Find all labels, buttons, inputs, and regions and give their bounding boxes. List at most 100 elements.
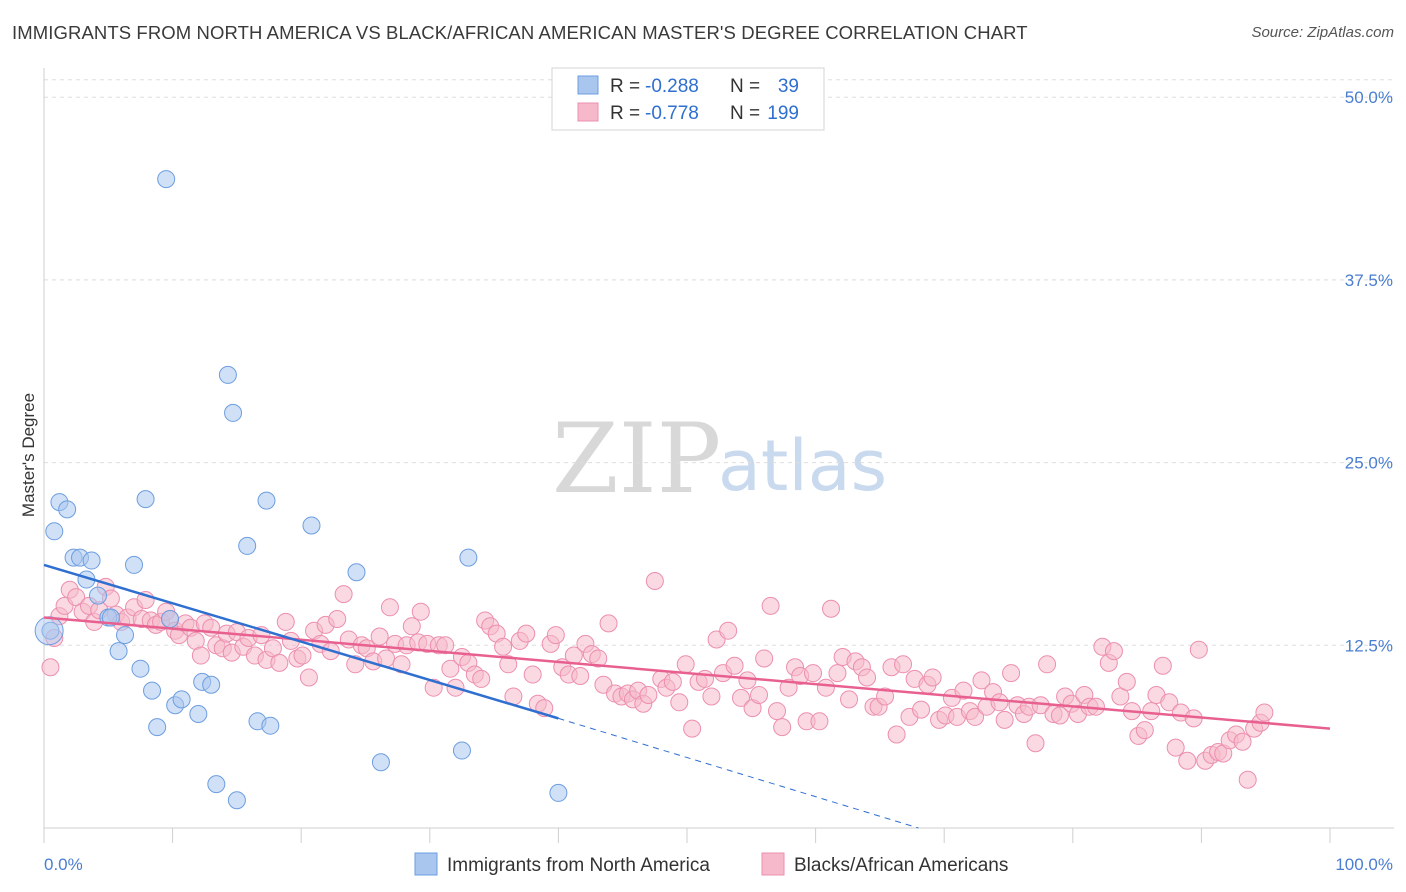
- black-african-american-point: [1178, 751, 1197, 770]
- black-african-american-point: [702, 687, 721, 706]
- source-credit: Source: ZipAtlas.com: [1251, 24, 1394, 41]
- black-african-american-point: [858, 668, 877, 687]
- black-african-american-point: [1166, 738, 1185, 757]
- north-america-immigrant-point: [218, 365, 237, 384]
- north-america-immigrant-point: [302, 516, 321, 535]
- y-tick-label: 37.5%: [1345, 271, 1393, 290]
- black-african-american-point: [683, 719, 702, 738]
- north-america-immigrant-point: [148, 718, 167, 737]
- axes: [43, 68, 1394, 829]
- north-america-immigrant-point: [257, 491, 276, 510]
- x-tick-label-min: 0.0%: [44, 855, 83, 874]
- black-african-american-point: [494, 637, 513, 656]
- north-america-immigrant-point: [131, 659, 150, 678]
- legend-n-value: 39: [778, 76, 799, 97]
- black-african-american-point: [1135, 721, 1154, 740]
- black-african-american-point: [546, 626, 565, 645]
- black-african-american-point: [402, 617, 421, 636]
- legend-r-value: -0.288: [645, 76, 699, 97]
- bottom-legend-label-pink: Blacks/African Americans: [794, 855, 1008, 876]
- north-america-immigrant-point: [238, 536, 257, 555]
- black-african-american-point: [380, 598, 399, 617]
- trend-line-blacks-african-americans: [43, 616, 1331, 730]
- north-america-immigrant-point: [207, 775, 226, 794]
- black-african-american-point: [1160, 693, 1179, 712]
- black-african-american-point: [1104, 642, 1123, 661]
- black-african-american-point: [1002, 664, 1021, 683]
- black-african-american-point: [822, 599, 841, 618]
- trend-line-extension: [558, 717, 919, 829]
- north-america-immigrant-point: [202, 675, 221, 694]
- legend-n-label: N =: [730, 103, 760, 124]
- legend-n-value: 199: [767, 103, 799, 124]
- black-african-american-point: [761, 596, 780, 615]
- black-african-american-point: [517, 624, 536, 643]
- black-african-american-point: [894, 655, 913, 674]
- x-tick-label-max: 100.0%: [1335, 855, 1393, 874]
- black-african-american-point: [738, 671, 757, 690]
- black-african-american-point: [523, 665, 542, 684]
- black-african-american-point: [270, 653, 289, 672]
- black-african-american-point: [966, 707, 985, 726]
- series-blacks-african-americans: [41, 572, 1274, 789]
- black-african-american-point: [1142, 702, 1161, 721]
- north-america-immigrant-point: [224, 403, 243, 422]
- black-african-american-point: [599, 614, 618, 633]
- north-america-immigrant-point: [41, 621, 60, 640]
- black-african-american-point: [299, 668, 318, 687]
- series-immigrants-north-america: [34, 170, 568, 810]
- legend-n-label: N =: [730, 76, 760, 97]
- black-african-american-point: [370, 627, 389, 646]
- legend-swatch-pink: [577, 102, 599, 122]
- y-tick-label: 25.0%: [1345, 454, 1393, 473]
- black-african-american-point: [663, 672, 682, 691]
- north-america-immigrant-point: [172, 690, 191, 709]
- black-african-american-point: [1255, 703, 1274, 722]
- north-america-immigrant-cluster: [34, 616, 64, 646]
- north-america-immigrant-point: [116, 626, 135, 645]
- north-america-immigrant-point: [89, 586, 108, 605]
- y-tick-label: 50.0%: [1345, 88, 1393, 107]
- chart-title: IMMIGRANTS FROM NORTH AMERICA VS BLACK/A…: [12, 22, 1028, 43]
- trend-line-immigrants-north-america: [43, 563, 559, 720]
- black-african-american-point: [876, 687, 895, 706]
- black-african-american-point: [755, 649, 774, 668]
- black-african-american-point: [912, 700, 931, 719]
- black-african-american-point: [750, 686, 769, 704]
- black-african-american-point: [1038, 655, 1057, 674]
- black-african-american-point: [828, 664, 847, 683]
- black-african-american-point: [441, 659, 460, 678]
- black-african-american-point: [972, 671, 991, 690]
- north-america-immigrant-point: [347, 563, 366, 582]
- black-african-american-point: [328, 610, 347, 628]
- x-ticks: [43, 828, 1331, 843]
- black-african-american-point: [816, 678, 835, 697]
- black-african-american-point: [954, 681, 973, 700]
- bottom-legend-label-blue: Immigrants from North America: [447, 855, 710, 876]
- north-america-immigrant-point: [109, 642, 128, 661]
- black-african-american-point: [676, 655, 695, 674]
- black-african-american-point: [499, 655, 518, 674]
- black-african-american-point: [725, 656, 744, 675]
- black-african-american-point: [887, 725, 906, 744]
- y-tick-label: 12.5%: [1345, 636, 1393, 655]
- correlation-legend: R = -0.288 N = 39 R = -0.778 N = 199: [551, 67, 825, 131]
- north-america-immigrant-point: [459, 548, 478, 567]
- north-america-immigrant-point: [45, 522, 64, 541]
- legend-r-label: R =: [610, 103, 640, 124]
- legend-r-label: R =: [610, 76, 640, 97]
- black-african-american-point: [1117, 672, 1136, 691]
- black-african-american-point: [1050, 706, 1069, 725]
- north-america-immigrant-point: [157, 170, 176, 189]
- bottom-legend-swatch-blue: [414, 852, 438, 876]
- black-african-american-point: [719, 621, 738, 640]
- black-african-american-point: [293, 646, 312, 665]
- north-america-immigrant-point: [125, 555, 144, 574]
- y-axis-title: Master's Degree: [19, 393, 38, 517]
- black-african-american-point: [334, 585, 353, 604]
- bottom-legend-swatch-pink: [761, 852, 785, 876]
- north-america-immigrant-point: [143, 681, 162, 700]
- y-tick-labels: 12.5% 25.0% 37.5% 50.0%: [1345, 88, 1393, 655]
- series-legend: Immigrants from North America Blacks/Afr…: [414, 852, 1008, 876]
- black-african-american-point: [810, 712, 829, 731]
